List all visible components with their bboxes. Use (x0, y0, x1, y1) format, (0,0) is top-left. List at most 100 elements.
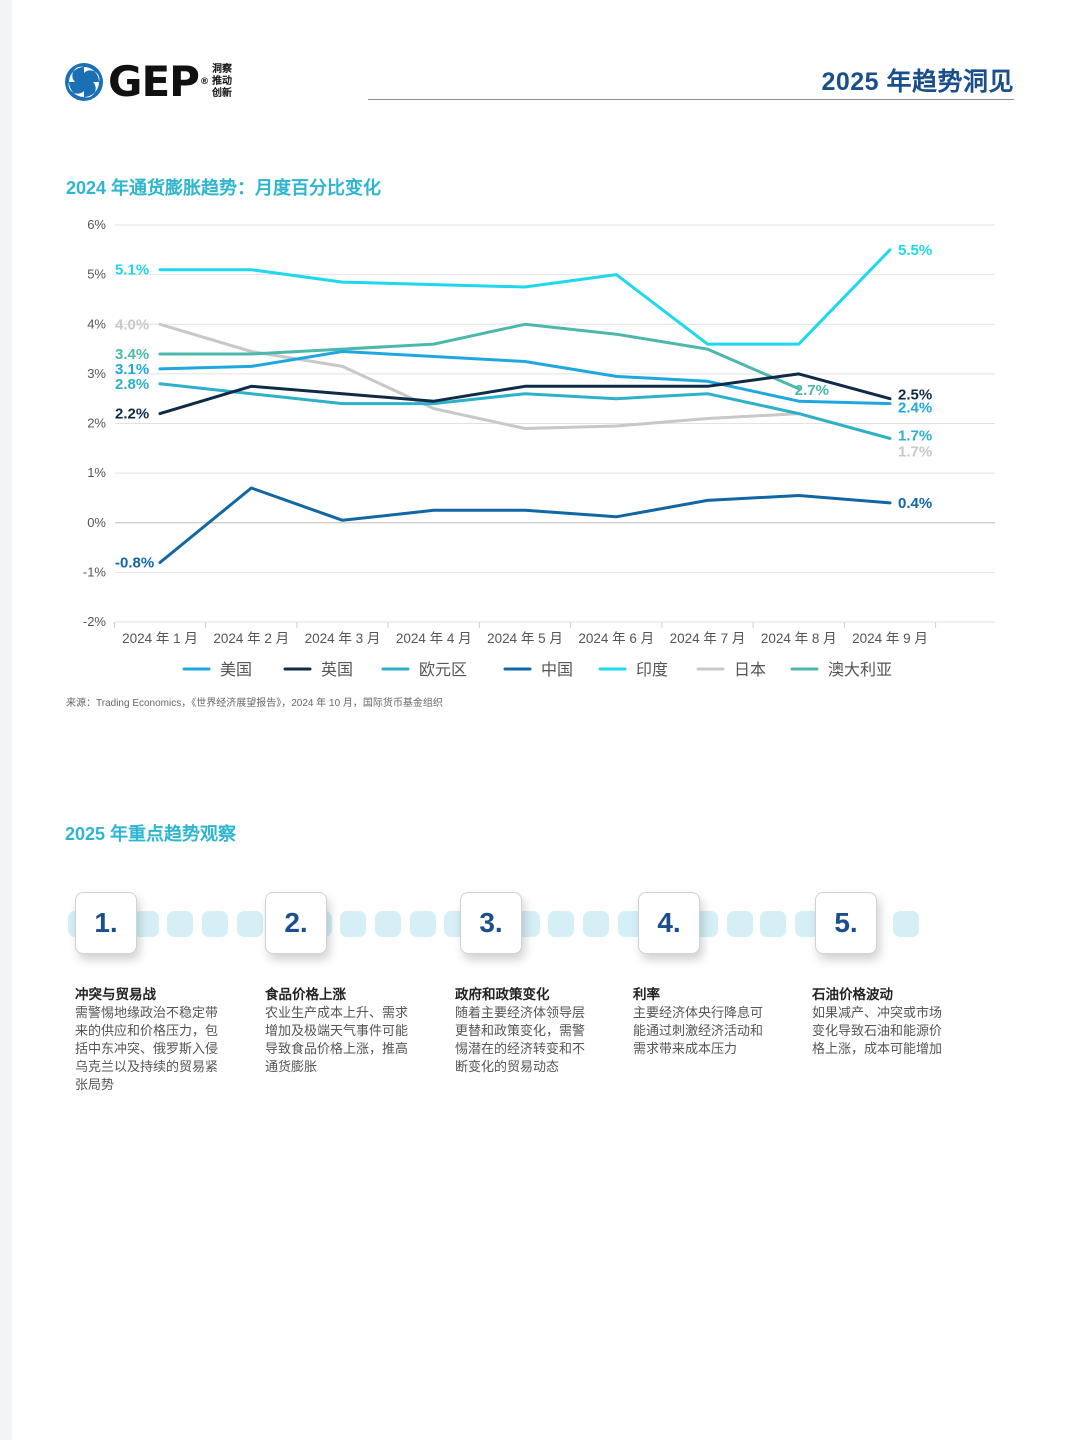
timeline-dot (340, 911, 366, 937)
series-line-中国 (158, 486, 892, 564)
trend-description: 如果减产、冲突或市场 变化导致石油和能源价 格上涨，成本可能增加 (812, 1004, 987, 1058)
series-line-印度 (158, 248, 892, 346)
timeline-dot (760, 911, 786, 937)
trend-number: 3. (479, 907, 503, 938)
gep-logo: GEP® 洞察 推动 创新 (64, 58, 232, 106)
x-tick-label: 2024 年 9 月 (852, 631, 928, 646)
timeline-dot (375, 911, 401, 937)
legend-label: 澳大利亚 (828, 661, 892, 679)
timeline-dot (727, 911, 753, 937)
trend-number-box: 5. (815, 892, 877, 954)
logo-tagline: 洞察 推动 创新 (212, 64, 232, 100)
start-data-label: 3.1% (115, 361, 149, 378)
page-edge (0, 0, 12, 1440)
start-data-label: 2.8% (115, 376, 149, 393)
series-line-美国 (158, 350, 892, 406)
trend-description-line: 需求带来成本压力 (633, 1041, 738, 1056)
end-data-label: 2.7% (795, 382, 829, 399)
trend-number-box: 3. (460, 892, 522, 954)
series-line-欧元区 (158, 382, 892, 440)
trend-description-line: 来的供应和价格压力，包 (75, 1023, 219, 1038)
trend-item: 石油价格波动 如果减产、冲突或市场 变化导致石油和能源价 格上涨，成本可能增加 (812, 986, 987, 1058)
x-tick-label: 2024 年 2 月 (213, 631, 289, 646)
y-tick-label: 1% (87, 465, 106, 480)
trend-description-line: 如果减产、冲突或市场 (812, 1005, 943, 1020)
end-data-label: 2.4% (898, 400, 932, 417)
x-tick-label: 2024 年 5 月 (487, 631, 563, 646)
trend-description: 主要经济体央行降息可 能通过刺激经济活动和 需求带来成本压力 (633, 1004, 808, 1058)
timeline-dot (167, 911, 193, 937)
end-data-label: 2.5% (898, 387, 932, 404)
logo-tagline-line: 创新 (211, 88, 232, 99)
trend-item: 食品价格上涨农业生产成本上升、需求 增加及极端天气事件可能 导致食品价格上涨，推高通… (265, 986, 440, 1076)
y-tick-label: 4% (87, 316, 106, 331)
trend-number: 2. (284, 907, 308, 938)
trend-number: 1. (94, 907, 118, 938)
trend-description-line: 张局势 (75, 1077, 115, 1092)
trend-heading: 政府和政策变化 (455, 987, 550, 1002)
timeline-dot (410, 911, 436, 937)
trend-description-line: 导致食品价格上涨，推高 (265, 1041, 409, 1056)
trend-number: 5. (834, 907, 858, 938)
trend-description-line: 乌克兰以及持续的贸易紧 (75, 1059, 219, 1074)
legend-label: 中国 (541, 661, 573, 679)
trend-item: 政府和政策变化 随着主要经济体领导层 更替和政策变化，需警 惕潜在的经济转变和不 断变化… (455, 986, 630, 1076)
chart-source: 来源：Trading Economics，《世界经济展望报告》，2024 年 1… (66, 698, 443, 709)
legend-label: 欧元区 (419, 661, 467, 679)
report-title: 2025 年趋势洞见 (821, 68, 1014, 96)
x-tick-label: 2024 年 4 月 (396, 631, 472, 646)
end-data-label: 5.5% (898, 242, 932, 259)
x-tick-label: 2024 年 1 月 (122, 631, 198, 646)
y-tick-label: 0% (87, 515, 106, 530)
trend-description-line: 惕潜在的经济转变和不 (455, 1041, 586, 1056)
y-tick-label: 6% (87, 217, 106, 232)
trend-description: 需警惕地缘政治不稳定带 来的供应和价格压力，包 括中东冲突、俄罗斯入侵 乌克兰以及持续… (75, 1004, 250, 1094)
trend-heading: 冲突与贸易战 (75, 987, 156, 1002)
trend-item: 冲突与贸易战需警惕地缘政治不稳定带 来的供应和价格压力，包 括中东冲突、俄罗斯入侵乌… (75, 986, 250, 1094)
legend-label: 印度 (636, 661, 668, 679)
end-data-label: 1.7% (898, 427, 932, 444)
trend-number-box: 4. (638, 892, 700, 954)
trend-description-line: 断变化的贸易动态 (455, 1059, 560, 1074)
x-tick-label: 2024 年 8 月 (761, 631, 837, 646)
x-tick-label: 2024 年 7 月 (670, 631, 746, 646)
trend-description-line: 能通过刺激经济活动和 (633, 1023, 764, 1038)
timeline-dot (202, 911, 228, 937)
trend-description-line: 农业生产成本上升、需求 (265, 1005, 409, 1020)
legend-label: 英国 (321, 661, 353, 679)
end-data-label: 1.7% (898, 443, 932, 460)
inflation-line-chart: 6% 5% 4% 3% 2% 1% 0% -1% -2% 2024 年 1 月 2024 年 2 月… (83, 217, 995, 679)
start-data-label: -0.8% (115, 554, 154, 571)
timeline-dot (583, 911, 609, 937)
trend-number-box: 2. (265, 892, 327, 954)
start-data-label: 3.4% (115, 346, 149, 363)
timeline-dot (133, 911, 159, 937)
timeline-dot (237, 911, 263, 937)
trend-description-line: 通货膨胀 (265, 1059, 318, 1074)
trend-number: 4. (657, 907, 681, 938)
y-tick-label: -2% (83, 614, 107, 629)
chart-title: 2024 年通货膨胀趋势：月度百分比变化 (66, 178, 382, 198)
timeline-dot (548, 911, 574, 937)
timeline-dot (893, 911, 919, 937)
y-tick-label: -1% (83, 564, 107, 579)
start-data-label: 5.1% (115, 262, 149, 279)
trend-description-line: 主要经济体央行降息可 (633, 1005, 764, 1020)
trend-description-line: 需警惕地缘政治不稳定带 (75, 1005, 219, 1020)
trend-heading: 利率 (633, 987, 660, 1002)
legend-label: 美国 (220, 661, 252, 679)
trend-description: 农业生产成本上升、需求 增加及极端天气事件可能 导致食品价格上涨，推高 通货膨胀 (265, 1004, 440, 1076)
y-tick-label: 2% (87, 416, 106, 431)
logo-tagline-line: 洞察 (211, 64, 232, 75)
start-data-label: 4.0% (115, 316, 149, 333)
trend-description-line: 随着主要经济体领导层 (455, 1005, 586, 1020)
x-tick-label: 2024 年 6 月 (578, 631, 654, 646)
start-data-label: 2.2% (115, 406, 149, 423)
trend-heading: 食品价格上涨 (265, 987, 346, 1002)
y-tick-label: 5% (87, 267, 106, 282)
series-line-澳大利亚 (158, 322, 801, 391)
y-tick-label: 3% (87, 366, 106, 381)
end-data-label: 0.4% (898, 495, 932, 512)
series-line-英国 (158, 372, 892, 416)
